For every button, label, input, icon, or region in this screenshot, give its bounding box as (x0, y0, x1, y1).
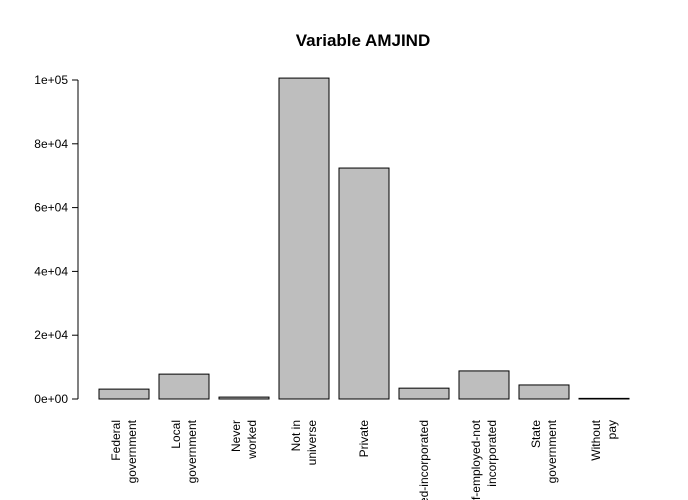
x-tick-label: Private (357, 420, 371, 458)
bar (218, 396, 270, 400)
bar (518, 384, 570, 400)
x-tick-label: Never worked (229, 420, 259, 460)
y-tick-label: 0e+00 (34, 392, 68, 406)
bar (98, 388, 150, 400)
y-tick-label: 1e+05 (34, 73, 68, 87)
y-tick-label: 8e+04 (34, 137, 68, 151)
bar (338, 167, 390, 400)
x-tick-label: Not in universe (289, 420, 319, 466)
x-tick-label: Federal government (109, 419, 139, 483)
bar (458, 370, 510, 400)
x-tick-label: Self-employed-not incorporated (469, 419, 499, 500)
bar (398, 387, 450, 400)
chart-title: Variable AMJIND (296, 31, 430, 50)
x-tick-label: Without pay (589, 419, 619, 460)
y-tick-label: 2e+04 (34, 328, 68, 342)
bar (278, 77, 330, 400)
bar (158, 373, 210, 400)
x-tick-label: Self-employed-incorporated (417, 420, 431, 500)
x-tick-label: State government (529, 419, 559, 483)
x-tick-label: Local government (169, 419, 199, 483)
y-tick-label: 6e+04 (34, 201, 68, 215)
y-tick-label: 4e+04 (34, 264, 68, 278)
bar (578, 397, 630, 400)
